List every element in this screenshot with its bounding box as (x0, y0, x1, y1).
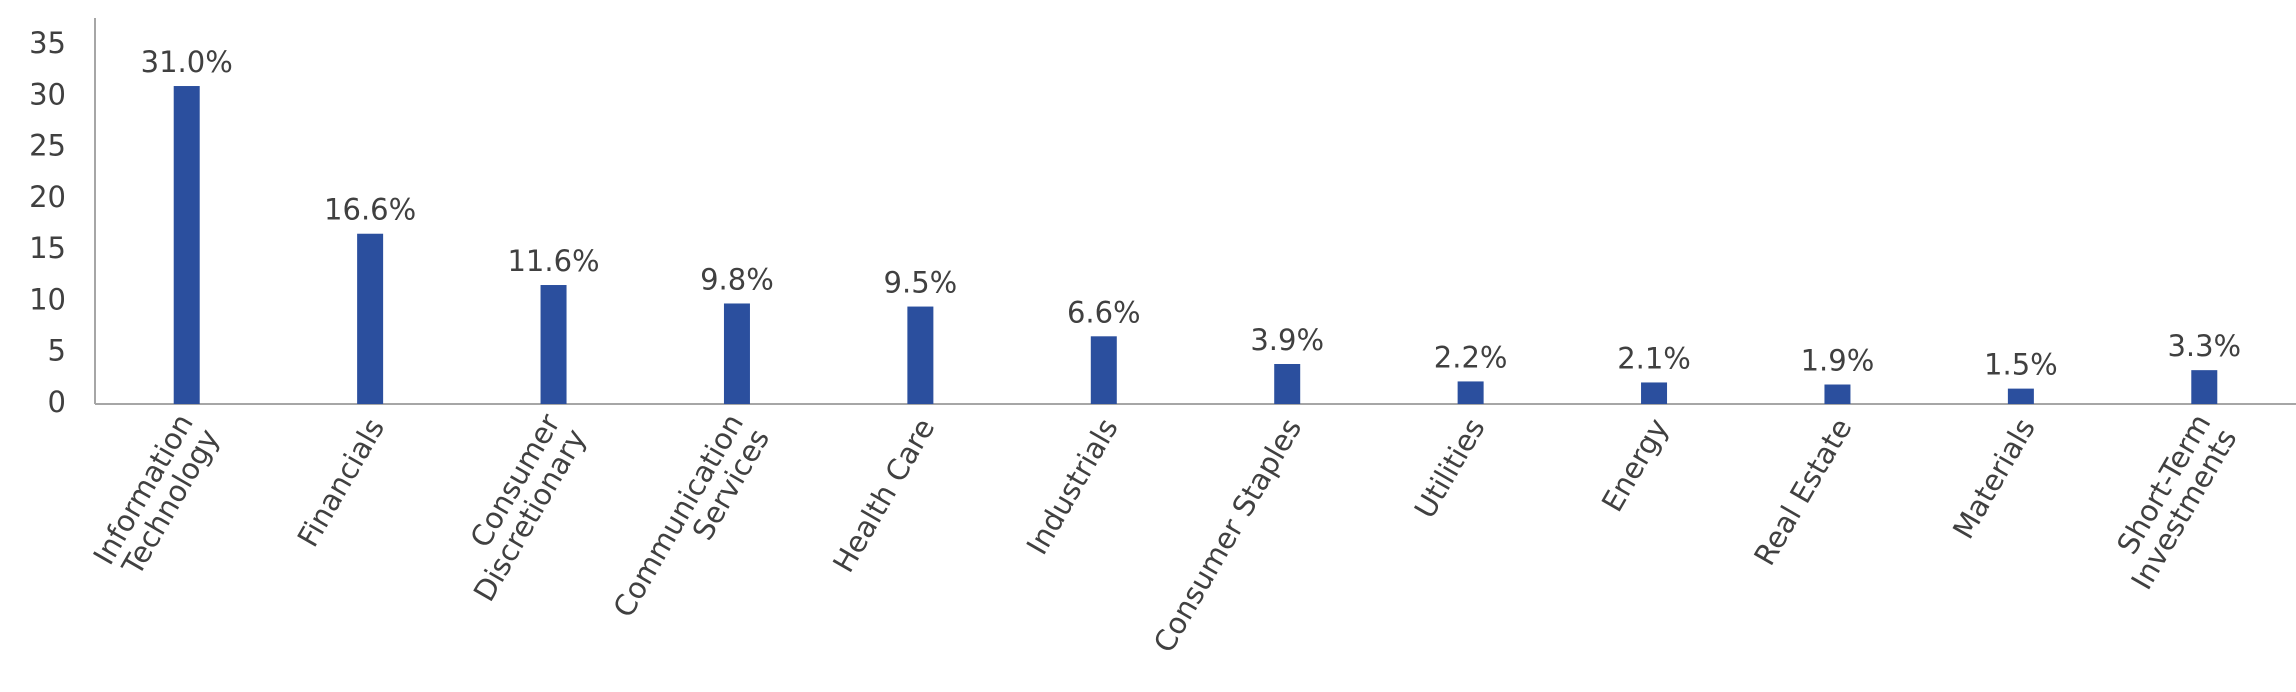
bar (907, 306, 934, 404)
x-tick-label: Real Estate (1747, 413, 1858, 572)
bar (723, 303, 750, 404)
x-tick-label: Utilities (1408, 413, 1492, 525)
y-tick-label: 0 (48, 385, 66, 419)
bar (1274, 363, 1301, 404)
bar (1457, 381, 1484, 404)
bar (540, 285, 567, 404)
bar (1641, 382, 1668, 404)
bar (357, 233, 384, 404)
x-tick-label: Consumer Staples (1147, 413, 1308, 659)
x-tick-label: Health Care (826, 413, 941, 579)
value-label: 6.6% (1067, 295, 1141, 329)
y-tick-label: 15 (29, 231, 66, 265)
y-tick-label: 5 (48, 334, 66, 368)
value-label: 3.3% (2167, 329, 2241, 363)
bar (2007, 388, 2034, 404)
y-tick-label: 20 (29, 180, 66, 214)
x-tick-label: Industrials (1020, 413, 1125, 561)
bar (173, 86, 200, 405)
x-tick-label: Energy (1595, 413, 1675, 518)
y-tick-label: 10 (29, 282, 66, 316)
bar (1824, 384, 1851, 404)
value-label: 16.6% (324, 193, 416, 227)
value-label: 2.2% (1434, 340, 1508, 374)
x-tick-label: Financials (291, 413, 391, 553)
y-tick-label: 35 (29, 26, 66, 60)
value-label: 11.6% (507, 244, 599, 278)
bar (1090, 336, 1117, 404)
value-label: 9.5% (884, 266, 958, 300)
value-label: 3.9% (1250, 323, 1324, 357)
value-label: 9.8% (700, 262, 774, 296)
value-label: 31.0% (141, 45, 233, 79)
bar (2191, 370, 2218, 404)
value-label: 1.9% (1801, 344, 1875, 378)
value-label: 1.5% (1984, 348, 2058, 382)
y-tick-label: 25 (29, 129, 66, 163)
x-tick-label: Materials (1946, 413, 2042, 545)
y-tick-label: 30 (29, 77, 66, 111)
value-label: 2.1% (1617, 341, 1691, 375)
